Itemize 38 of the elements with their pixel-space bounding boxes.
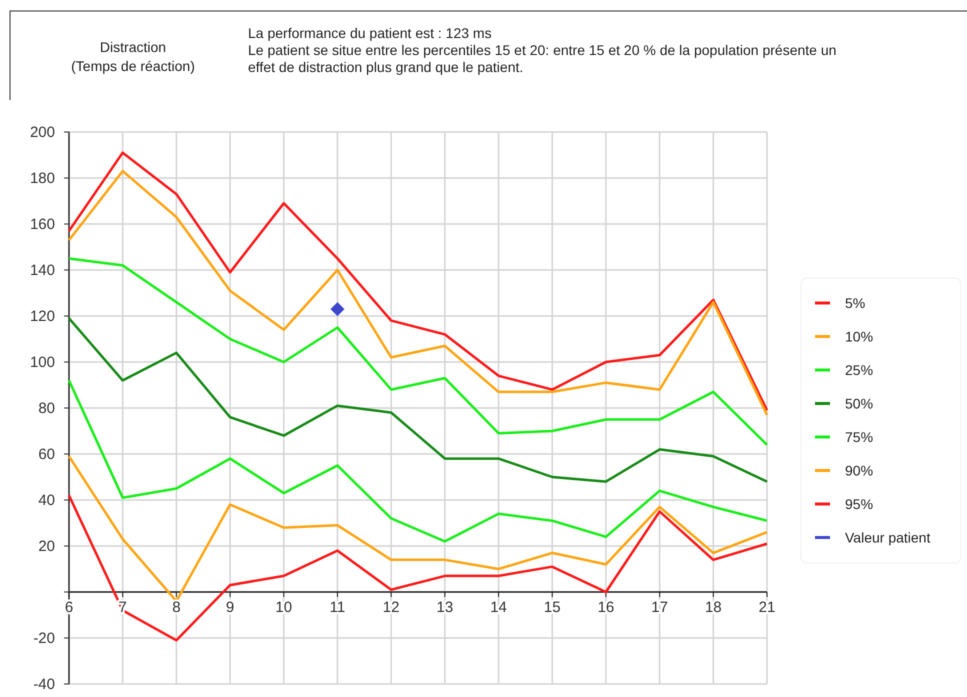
line-series xyxy=(68,455,768,602)
x-tick-label: 12 xyxy=(382,599,400,616)
x-tick-label: 10 xyxy=(275,599,292,616)
x-tick-label: 8 xyxy=(172,599,181,616)
y-tick-label: 180 xyxy=(30,170,55,187)
legend-label: 90% xyxy=(845,462,874,478)
x-tick-label: 11 xyxy=(330,599,346,616)
y-tick-label: 160 xyxy=(30,216,55,233)
y-tick-label: 20 xyxy=(38,538,55,555)
x-tick-label: 15 xyxy=(544,599,561,616)
line-series xyxy=(68,379,768,543)
legend-label: 50% xyxy=(845,396,874,412)
x-tick-label: 13 xyxy=(436,599,454,616)
x-tick-label: 17 xyxy=(651,599,668,616)
line-series xyxy=(68,257,768,446)
x-tick-label: 16 xyxy=(598,599,614,616)
legend-label: 5% xyxy=(845,295,866,311)
line-series xyxy=(68,317,768,483)
y-tick-label: -20 xyxy=(33,630,55,647)
y-tick-label: 100 xyxy=(30,354,55,371)
y-tick-label: 140 xyxy=(30,262,55,279)
chart-title: Distraction (Temps de réaction) xyxy=(71,39,195,74)
y-tick-label: 120 xyxy=(30,308,55,325)
x-tick-label: 21 xyxy=(758,599,776,616)
legend-label: 25% xyxy=(845,362,874,378)
legend-label: 10% xyxy=(845,328,874,344)
legend-label: Valeur patient xyxy=(845,530,930,546)
y-tick-label: 40 xyxy=(38,492,55,509)
x-tick-label: 14 xyxy=(490,599,507,616)
chart-subtitle: La performance du patient est : 123 ms Le patient se situe entre les percentiles 15 et 20: entre 15 et 20 % de la population présente un effet de distraction plus grand que le patient. xyxy=(248,25,836,75)
legend-label: 75% xyxy=(845,429,874,445)
y-tick-label: 60 xyxy=(38,446,55,463)
x-tick-label: 18 xyxy=(704,599,722,616)
legend-label: 95% xyxy=(845,496,874,512)
y-tick-label: 200 xyxy=(30,124,55,141)
y-tick-label: -40 xyxy=(33,676,55,693)
x-tick-label: 9 xyxy=(226,599,234,616)
y-tick-label: 80 xyxy=(38,400,55,417)
